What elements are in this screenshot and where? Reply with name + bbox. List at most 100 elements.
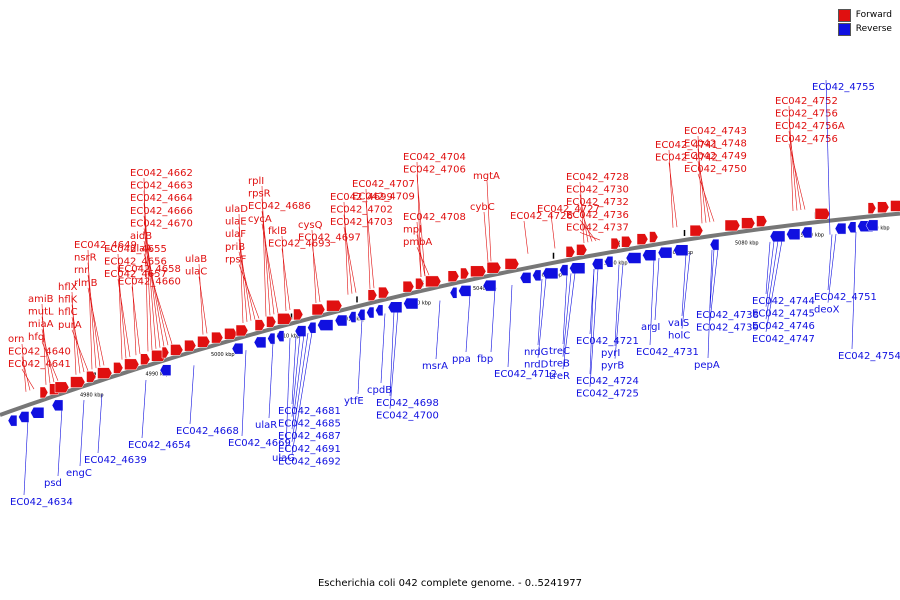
gene-label: EC042_4742 [655,153,718,164]
gene-label: EC042_4681 [278,406,341,417]
leader-line [765,240,783,332]
gene-label: msrA [422,361,448,372]
gene-label: ulaA [130,244,152,255]
gene-label: engC [66,468,92,479]
gene-label: rlmB [74,278,98,289]
leader-line [788,131,802,211]
leader-line [97,394,103,454]
forward-gene [470,265,487,278]
leader-line [416,174,426,277]
leader-line [788,143,806,210]
forward-gene [326,299,343,312]
gene-label: EC042_4706 [403,165,466,176]
leader-line [23,419,29,496]
gene-label: rpsR [248,189,271,200]
gene-label: EC042_4726 [510,211,573,222]
gene-label: ulaB [185,254,207,265]
reverse-label: Reverse [855,24,892,34]
gene-label: nrdD [524,360,549,371]
forward-gene [447,270,460,283]
gene-label: EC042_4656 [104,257,167,268]
gene-label: fbp [477,354,493,365]
gene-label: EC042_4730 [566,185,629,196]
reverse-gene [253,336,267,349]
forward-gene [649,231,659,243]
leader-line [589,269,595,375]
reverse-gene [267,332,276,345]
leader-line [365,201,375,289]
leader-line [668,149,674,228]
leader-line [21,369,35,390]
leader-line [198,263,204,335]
gene-label: EC042_4669 [228,438,291,449]
reverse-gene [709,238,720,251]
gene-label: EC042_4704 [403,152,466,163]
leader-line [697,173,715,222]
leader-line [681,253,691,329]
gene-label: EC042_4731 [636,347,699,358]
leader-line [291,335,301,417]
gene-label: EC042_4670 [130,218,193,229]
forward-gene [161,346,170,359]
leader-line [79,400,85,467]
tick-label: 4990 kbp [146,372,170,378]
gene-label: psd [44,478,62,489]
gene-label: treB [549,359,570,370]
gene-label: EC042_4732 [566,197,629,208]
gene-label: EC042_4639 [84,455,147,466]
forward-gene [689,224,704,237]
leader-line [117,266,127,359]
gene-label: EC042_4725 [576,389,639,400]
reverse-gene [357,309,366,321]
leader-line [87,262,97,369]
forward-gene [504,258,520,270]
forward-gene [224,328,238,340]
leader-line [71,291,77,375]
gene-label: cpdB [367,385,392,396]
leader-line [71,329,89,371]
reverse-gene [519,272,532,284]
reverse-gene [834,222,847,235]
reverse-gene [276,330,285,342]
gene-label: holC [668,331,690,342]
leader-line [311,229,317,303]
leader-line [416,247,430,276]
reverse-gene [18,411,30,423]
gene-label: ulaE [225,217,247,228]
tick-label: 5030 kbp [408,301,432,307]
gene-label: hflX [58,282,78,293]
leader-line [765,240,779,320]
leader-line [389,310,399,409]
gene-label: EC042_4640 [8,347,71,358]
reverse-gene [51,399,64,412]
leader-line [189,365,195,425]
leader-line [765,241,775,307]
gene-label: hfq [28,332,44,343]
leader-line [285,337,291,452]
forward-gene [415,277,425,290]
forward-gene [86,370,97,383]
forward-gene [367,289,378,301]
leader-line [507,284,513,368]
leader-line [550,213,556,249]
leader-line [435,300,441,360]
forward-gene [756,215,768,227]
gene-label: EC042_4662 [130,168,193,179]
tick-label: 4980 kbp [80,392,104,398]
leader-line [41,303,47,385]
forward-gene [39,386,49,399]
leader-line [562,272,576,370]
gene-label: EC042_4721 [576,336,639,347]
reverse-gene [559,264,569,276]
leader-line [486,180,492,262]
gene-label: cysQ [298,220,323,231]
leader-line [281,248,291,310]
gene-label: EC042_4727 [537,204,600,215]
leader-line [87,287,105,366]
gene-label: EC042_4743 [684,126,747,137]
reverse-gene [569,262,586,274]
reverse-gene [30,406,45,419]
gene-label: EC042_4756 [775,134,838,145]
gene-label: EC042_4728 [566,172,629,183]
forward-gene [877,201,890,213]
